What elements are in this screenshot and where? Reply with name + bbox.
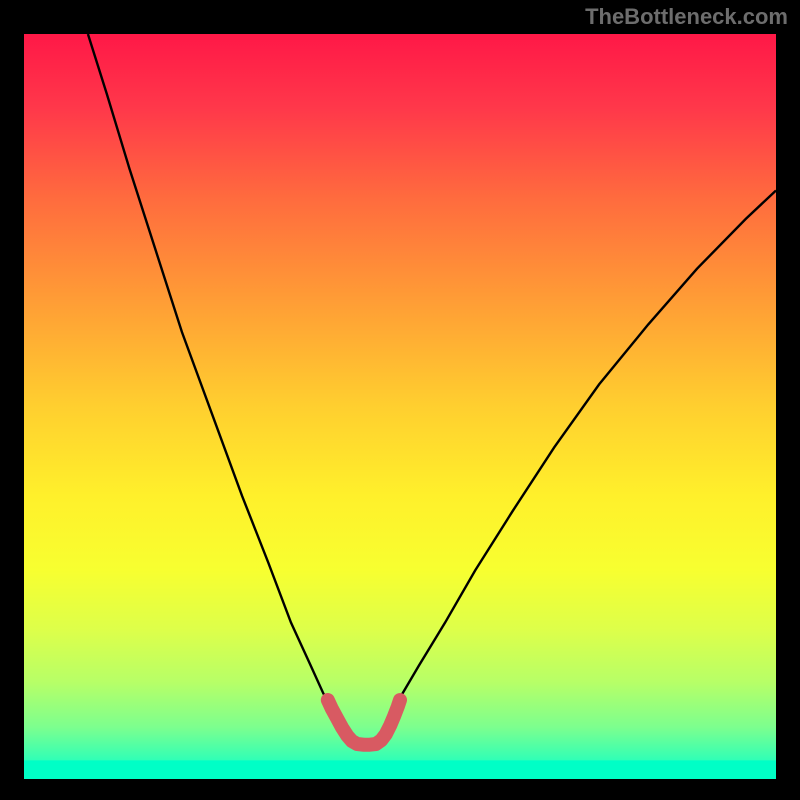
bottleneck-chart xyxy=(24,34,776,779)
chart-background xyxy=(24,34,776,779)
watermark-text: TheBottleneck.com xyxy=(585,4,788,30)
green-band xyxy=(24,760,776,779)
plot-frame xyxy=(24,34,776,779)
